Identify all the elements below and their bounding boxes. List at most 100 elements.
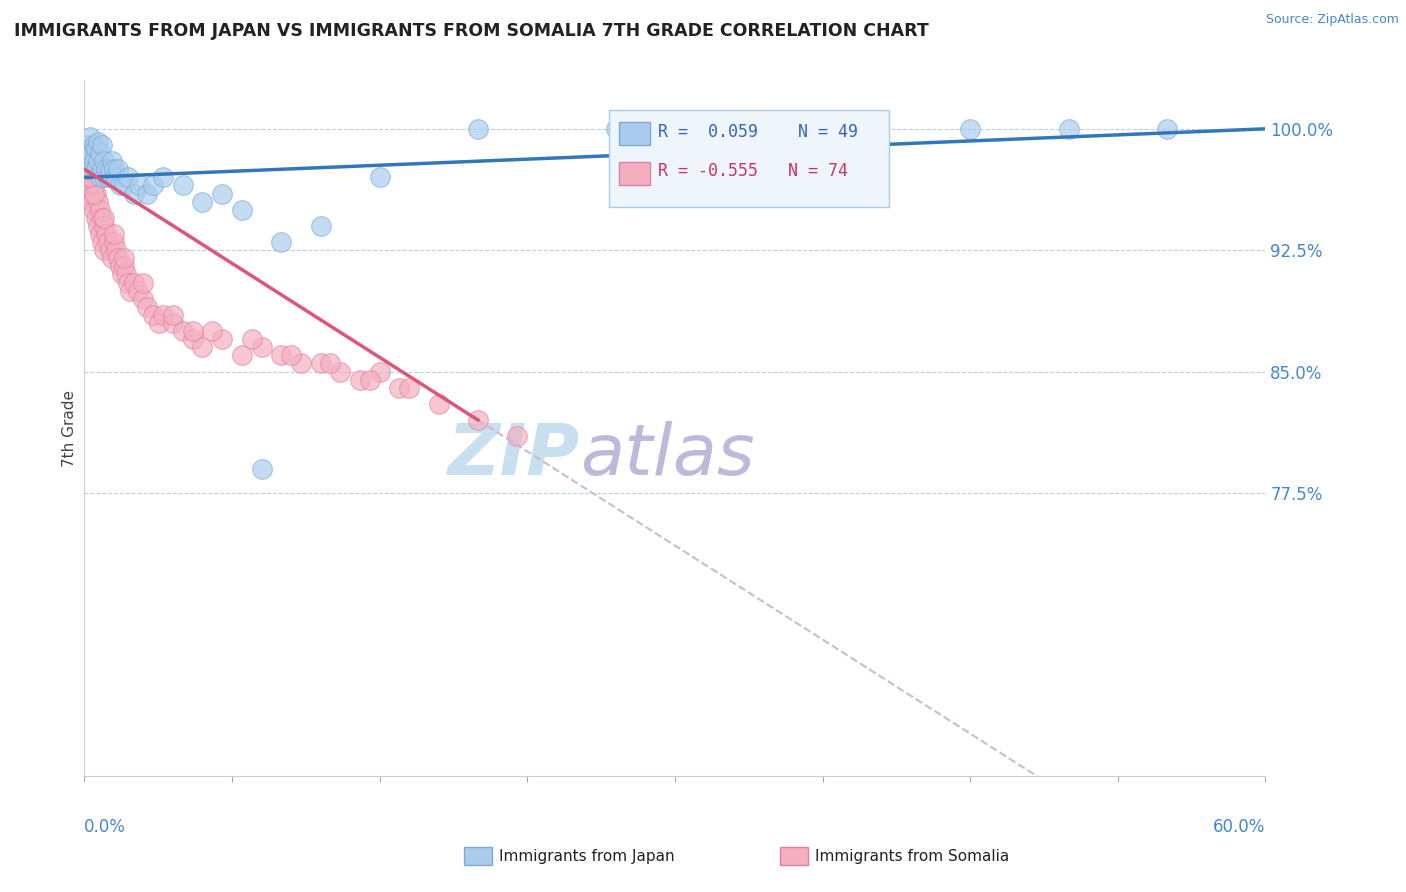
Point (82, 162, 104, 177)
Point (103, 162, 125, 177)
Point (79, 162, 101, 177)
Text: Immigrants from Japan: Immigrants from Japan (499, 849, 675, 863)
Point (162, 316, 184, 330)
Point (98, 243, 121, 257)
Point (398, 381, 420, 395)
Point (75, 170, 97, 185)
Point (181, 332, 204, 346)
Point (91, 138, 114, 153)
Point (118, 284, 141, 298)
Point (75, 154, 97, 169)
Point (162, 308, 184, 322)
Text: R = -0.555   N = 74: R = -0.555 N = 74 (658, 162, 848, 180)
Point (103, 227, 125, 241)
Point (152, 170, 174, 185)
Point (101, 252, 124, 266)
Point (87, 194, 110, 209)
Point (117, 170, 139, 185)
Point (112, 260, 135, 274)
Point (959, 121, 981, 136)
Point (114, 268, 136, 282)
Point (104, 243, 127, 257)
Point (467, 413, 489, 427)
Point (329, 365, 352, 379)
Point (107, 252, 129, 266)
Point (107, 162, 129, 177)
Point (94, 162, 117, 177)
Point (191, 194, 214, 209)
Point (181, 324, 204, 338)
Point (112, 178, 135, 193)
Point (89, 202, 111, 217)
Point (127, 284, 149, 298)
Point (1156, 121, 1178, 136)
Point (93, 154, 115, 169)
Point (89, 146, 111, 161)
Point (89, 227, 111, 241)
Point (132, 292, 155, 306)
Point (77, 138, 100, 153)
Point (122, 186, 145, 201)
Point (349, 373, 371, 387)
Point (117, 276, 139, 290)
Point (309, 219, 332, 233)
Text: Source: ZipAtlas.com: Source: ZipAtlas.com (1265, 13, 1399, 27)
Point (83, 186, 105, 201)
Point (83, 202, 105, 217)
Point (79, 186, 101, 201)
Point (201, 324, 224, 338)
Point (104, 170, 127, 185)
Text: 60.0%: 60.0% (1213, 818, 1265, 836)
Point (77, 162, 100, 177)
Point (112, 252, 135, 266)
Point (93, 243, 115, 257)
Point (762, 121, 785, 136)
Text: ZIP: ZIP (449, 422, 581, 491)
Point (309, 356, 332, 370)
Point (87, 154, 110, 169)
Point (270, 348, 292, 362)
Point (231, 202, 253, 217)
Point (122, 276, 145, 290)
Point (172, 324, 194, 338)
Point (93, 170, 115, 185)
Point (111, 268, 134, 282)
Text: R =  0.059    N = 49: R = 0.059 N = 49 (658, 123, 858, 141)
Text: 0.0%: 0.0% (84, 818, 127, 836)
Text: Immigrants from Somalia: Immigrants from Somalia (815, 849, 1010, 863)
Point (101, 154, 124, 169)
Y-axis label: 7th Grade: 7th Grade (62, 390, 77, 467)
Point (664, 121, 686, 136)
Point (148, 316, 170, 330)
Point (84, 186, 107, 201)
Point (82, 146, 104, 161)
Point (250, 461, 273, 475)
Point (142, 308, 165, 322)
Point (75, 146, 97, 161)
Point (388, 381, 411, 395)
Point (76, 157, 98, 171)
Point (108, 178, 131, 193)
Point (860, 121, 883, 136)
Text: IMMIGRANTS FROM JAPAN VS IMMIGRANTS FROM SOMALIA 7TH GRADE CORRELATION CHART: IMMIGRANTS FROM JAPAN VS IMMIGRANTS FROM… (14, 22, 929, 40)
Point (77, 154, 100, 169)
Point (75, 146, 97, 161)
Point (427, 397, 450, 411)
Point (93, 219, 115, 233)
Point (83, 178, 105, 193)
Point (82, 194, 104, 209)
Point (84, 141, 107, 155)
Point (359, 373, 381, 387)
Point (250, 340, 273, 354)
Point (79, 154, 101, 169)
Point (91, 162, 114, 177)
Point (87, 135, 110, 149)
Point (211, 186, 233, 201)
Point (89, 170, 111, 185)
Point (231, 348, 253, 362)
Point (172, 178, 194, 193)
Point (103, 235, 125, 249)
Point (128, 178, 150, 193)
Point (280, 348, 302, 362)
Point (152, 308, 174, 322)
